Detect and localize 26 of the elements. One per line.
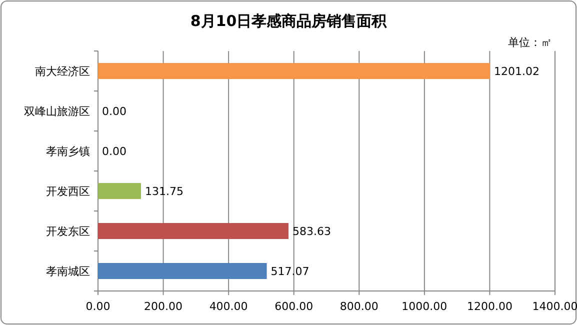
bar (98, 223, 289, 239)
y-tick-label: 孝南城区 (46, 265, 90, 278)
y-tick-label: 双峰山旅游区 (24, 105, 90, 118)
data-label: 1201.02 (494, 65, 540, 78)
data-label: 517.07 (270, 265, 310, 278)
y-tick-label: 开发西区 (46, 185, 90, 198)
data-label: 583.63 (292, 225, 332, 238)
y-tick-label: 孝南乡镇 (46, 145, 90, 158)
data-label: 0.00 (102, 145, 126, 158)
data-label: 0.00 (102, 105, 126, 118)
data-label: 131.75 (145, 185, 184, 198)
x-tick-label: 1200.00 (466, 300, 512, 313)
bar (98, 263, 267, 279)
y-tick-label: 南大经济区 (35, 65, 90, 78)
bar (98, 63, 490, 79)
x-tick-label: 800.00 (340, 300, 378, 313)
y-tick-label: 开发东区 (46, 225, 90, 238)
x-tick-label: 600.00 (274, 300, 314, 313)
x-tick-label: 1000.00 (402, 300, 448, 313)
x-tick-label: 400.00 (209, 300, 248, 313)
x-tick-label: 200.00 (144, 300, 183, 313)
text: 单位：㎡ (508, 36, 552, 49)
x-tick-label: 0.00 (86, 300, 110, 313)
chart-title: 8月10日孝感商品房销售面积 (190, 12, 388, 30)
x-tick-label: 1400.00 (532, 300, 577, 313)
bar (98, 183, 142, 199)
